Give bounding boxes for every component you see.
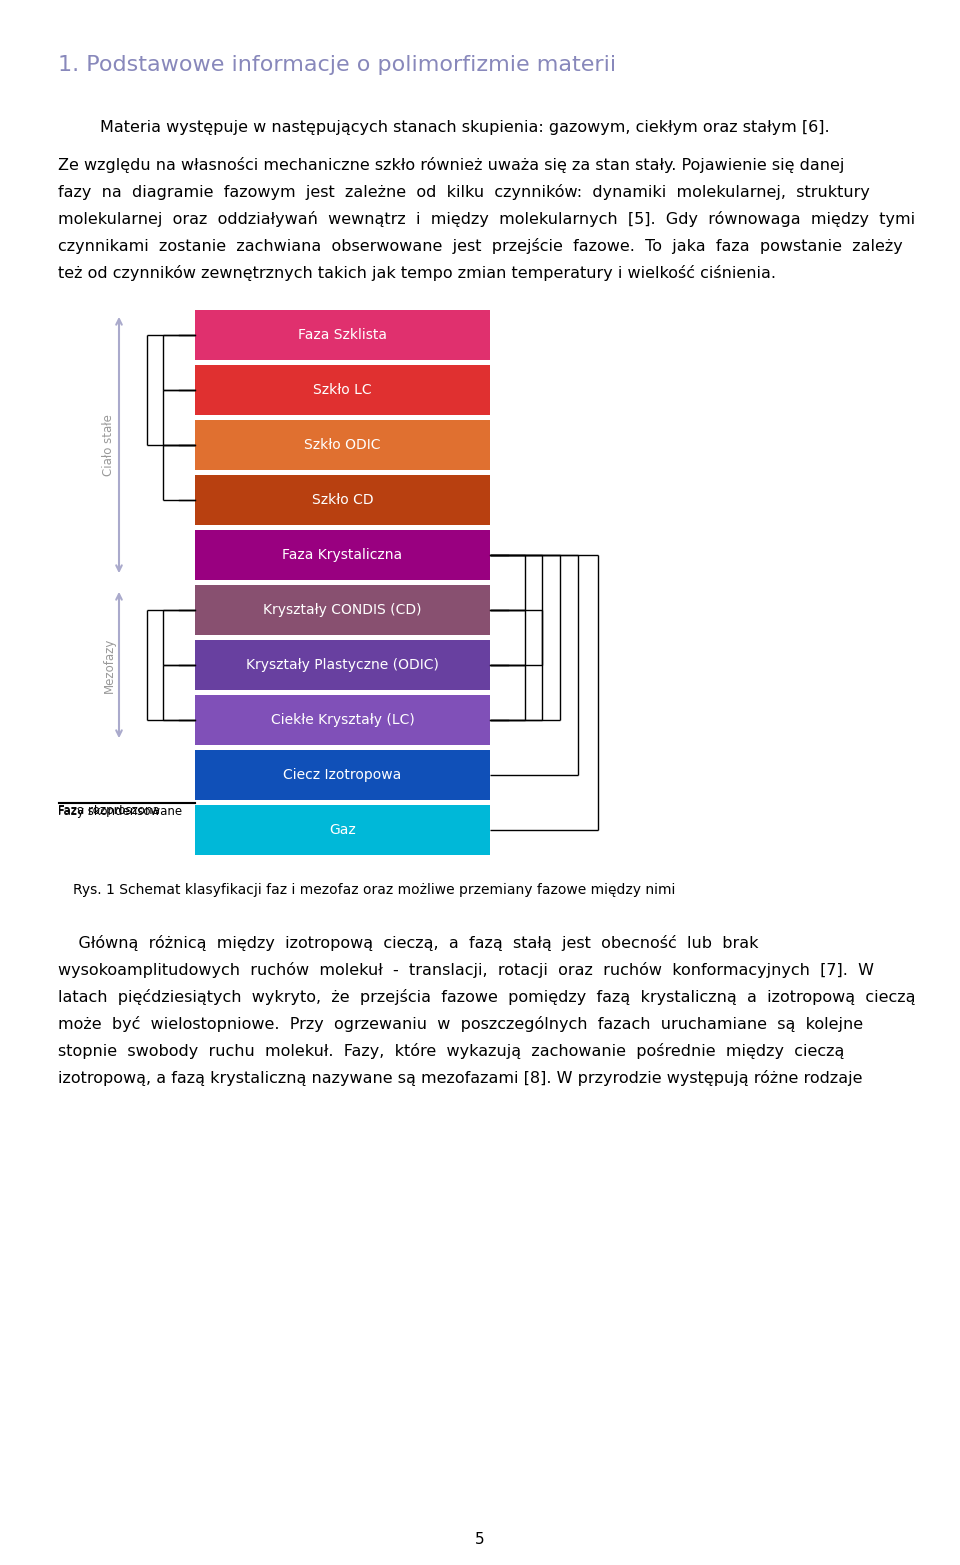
Text: molekularnej  oraz  oddziaływań  wewnątrz  i  między  molekularnych  [5].  Gdy  : molekularnej oraz oddziaływań wewnątrz i…	[58, 211, 915, 227]
Text: Faza Krystaliczna: Faza Krystaliczna	[282, 548, 402, 562]
Text: Ciało stałe: Ciało stałe	[103, 415, 115, 476]
Text: Ze względu na własności mechaniczne szkło również uważa się za stan stały. Pojaw: Ze względu na własności mechaniczne szkł…	[58, 156, 845, 174]
Bar	[195, 695, 490, 745]
Text: Kryształy Plastyczne (ODIC): Kryształy Plastyczne (ODIC)	[246, 657, 439, 671]
Text: Fazy skondensowane: Fazy skondensowane	[58, 804, 182, 818]
Text: Kryształy CONDIS (CD): Kryształy CONDIS (CD)	[263, 603, 421, 617]
Bar	[195, 640, 490, 690]
Text: Gaz: Gaz	[329, 823, 356, 837]
Text: Mezofazy: Mezofazy	[103, 637, 115, 693]
Text: fazy  na  diagramie  fazowym  jest  zależne  od  kilku  czynników:  dynamiki  mo: fazy na diagramie fazowym jest zależne o…	[58, 185, 870, 200]
Text: wysokoamplitudowych  ruchów  molekuł  -  translacji,  rotacji  oraz  ruchów  kon: wysokoamplitudowych ruchów molekuł - tra…	[58, 962, 874, 978]
Text: Materia występuje w następujących stanach skupienia: gazowym, ciekłym oraz stały: Materia występuje w następujących stanac…	[100, 121, 829, 135]
Text: 1. Podstawowe informacje o polimorfizmie materii: 1. Podstawowe informacje o polimorfizmie…	[58, 55, 616, 75]
Bar	[195, 750, 490, 800]
Text: Szkło ODIC: Szkło ODIC	[304, 438, 381, 452]
Text: Rys. 1 Schemat klasyfikacji faz i mezofaz oraz możliwe przemiany fazowe między n: Rys. 1 Schemat klasyfikacji faz i mezofa…	[73, 883, 676, 897]
Text: Ciecz Izotropowa: Ciecz Izotropowa	[283, 768, 401, 782]
Text: izotropową, a fazą krystaliczną nazywane są mezofazami [8]. W przyrodzie występu: izotropową, a fazą krystaliczną nazywane…	[58, 1070, 862, 1086]
Text: 5: 5	[475, 1532, 485, 1548]
Text: może  być  wielostopniowe.  Przy  ogrzewaniu  w  poszczególnych  fazach  urucham: może być wielostopniowe. Przy ogrzewaniu…	[58, 1016, 863, 1031]
Text: też od czynników zewnętrznych takich jak tempo zmian temperatury i wielkość ciśn: też od czynników zewnętrznych takich jak…	[58, 264, 776, 282]
Bar	[195, 531, 490, 581]
Bar	[195, 476, 490, 524]
Text: Główną  różnicą  między  izotropową  cieczą,  a  fazą  stałą  jest  obecność  lu: Główną różnicą między izotropową cieczą,…	[58, 934, 758, 952]
Text: Ciekłe Kryształy (LC): Ciekłe Kryształy (LC)	[271, 714, 415, 728]
Text: Szkło CD: Szkło CD	[312, 493, 373, 507]
Bar	[195, 419, 490, 470]
Text: Faza rozproszona: Faza rozproszona	[58, 804, 159, 817]
Bar	[195, 365, 490, 415]
Text: czynnikami  zostanie  zachwiana  obserwowane  jest  przejście  fazowe.  To  jaka: czynnikami zostanie zachwiana obserwowan…	[58, 238, 902, 254]
Bar	[195, 310, 490, 360]
Text: stopnie  swobody  ruchu  molekuł.  Fazy,  które  wykazują  zachowanie  pośrednie: stopnie swobody ruchu molekuł. Fazy, któ…	[58, 1042, 845, 1060]
Text: latach  pięćdziesiątych  wykryto,  że  przejścia  fazowe  pomiędzy  fazą  krysta: latach pięćdziesiątych wykryto, że przej…	[58, 989, 916, 1005]
Bar	[195, 585, 490, 635]
Text: Szkło LC: Szkło LC	[313, 383, 372, 398]
Bar	[195, 804, 490, 854]
Text: Faza Szklista: Faza Szklista	[298, 329, 387, 343]
